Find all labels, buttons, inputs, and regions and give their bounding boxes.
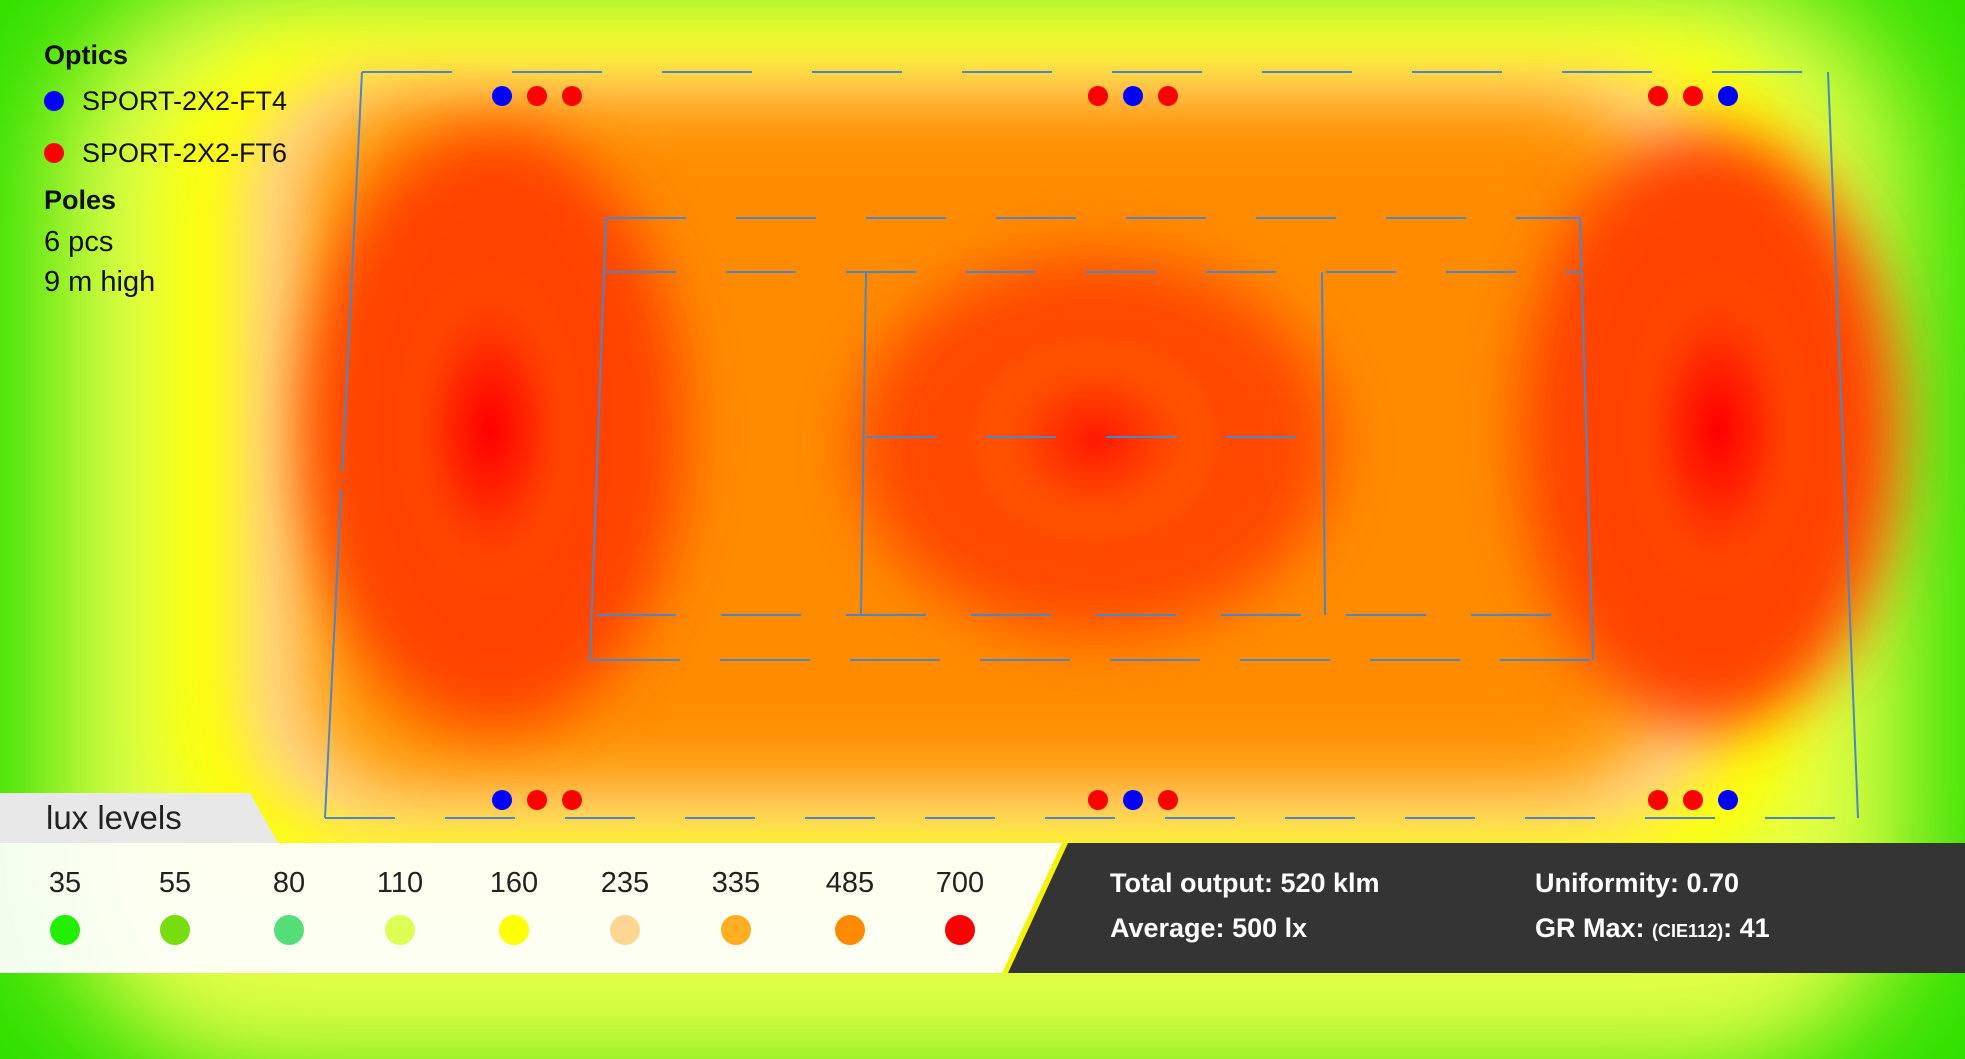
luminaire-dot-bottom-left [527,790,547,810]
poles-height: 9 m high [44,266,156,298]
luminaire-dot-top-right [1718,86,1738,106]
luminaire-dot-top-left [562,86,582,106]
uniformity-value: 0.70 [1686,868,1740,898]
total-output-label: Total output: [1110,868,1273,898]
lux-color-dot-icon [274,915,304,945]
lux-levels-title: lux levels [46,799,182,836]
gr-max-standard: (CIE112) [1652,921,1724,941]
lux-level-item: 55 [125,843,225,945]
optics-legend: Optics SPORT-2X2-FT4 SPORT-2X2-FT6 Poles… [44,40,287,306]
luminaire-dot-bottom-center [1123,790,1143,810]
lux-level-item: 335 [686,843,786,945]
lux-color-dot-icon [835,915,865,945]
lux-level-item: 80 [239,843,339,945]
luminaire-dot-top-center [1123,86,1143,106]
blue-dot-icon [44,91,64,111]
uniformity-label: Uniformity: [1535,868,1679,898]
lux-color-dot-icon [385,915,415,945]
luminaire-dot-bottom-left [562,790,582,810]
lux-levels-scale: 35 55 80 110 160 235 335 485 700 [0,843,1068,973]
gr-max-stat: GR Max: (CIE112): 41 [1535,913,1770,943]
lux-value: 700 [935,867,985,899]
optic-label: SPORT-2X2-FT4 [82,85,288,116]
average-value: 500 lx [1232,913,1308,943]
luminaire-dot-top-left [527,86,547,106]
lux-levels-tab: lux levels [0,793,278,843]
optics-heading: Optics [44,40,129,70]
lux-color-dot-icon [721,915,751,945]
luminaire-dot-top-right [1683,86,1703,106]
lux-level-item: 35 [15,843,115,945]
luminaire-dot-bottom-right [1718,790,1738,810]
luminaire-positions [492,86,1738,810]
poles-count: 6 pcs [44,226,114,258]
gr-max-label: GR Max: [1535,913,1645,943]
lux-color-dot-icon [499,915,529,945]
lux-level-item: 700 [910,843,1010,945]
lux-value: 110 [376,867,424,899]
lux-color-dot-icon [945,915,975,945]
lux-level-item: 235 [575,843,675,945]
red-dot-icon [44,143,64,163]
average-stat: Average: 500 lx [1110,913,1307,944]
luminaire-dot-bottom-left [492,790,512,810]
luminaire-dot-top-center [1158,86,1178,106]
lux-value: 485 [825,867,875,899]
luminaire-dot-top-right [1648,86,1668,106]
total-output-stat: Total output: 520 klm [1110,868,1380,899]
luminaire-dot-top-left [492,86,512,106]
luminaire-dot-bottom-center [1158,790,1178,810]
gr-max-value: 41 [1739,913,1770,943]
lux-color-dot-icon [610,915,640,945]
luminaire-dot-top-center [1088,86,1108,106]
average-label: Average: [1110,913,1225,943]
lux-value: 335 [711,867,761,899]
optic-item-ft4: SPORT-2X2-FT4 [44,81,287,121]
lux-value: 35 [48,867,82,899]
uniformity-stat: Uniformity: 0.70 [1535,868,1739,899]
lux-value: 235 [600,867,650,899]
lux-value: 55 [158,867,192,899]
optic-label: SPORT-2X2-FT6 [82,137,288,168]
lux-color-dot-icon [160,915,190,945]
court-lines [324,71,1859,819]
poles-heading: Poles [44,185,117,215]
lux-value: 160 [489,867,539,899]
lux-level-item: 160 [464,843,564,945]
stats-panel: Total output: 520 klm Average: 500 lx Un… [1008,843,1965,973]
luminaire-dot-bottom-center [1088,790,1108,810]
lux-color-dot-icon [50,915,80,945]
optic-item-ft6: SPORT-2X2-FT6 [44,133,287,173]
lux-level-item: 485 [800,843,900,945]
lux-level-item: 110 [350,843,450,945]
total-output-value: 520 klm [1280,868,1380,898]
luminaire-dot-bottom-right [1683,790,1703,810]
luminaire-dot-bottom-right [1648,790,1668,810]
lux-value: 80 [272,867,306,899]
